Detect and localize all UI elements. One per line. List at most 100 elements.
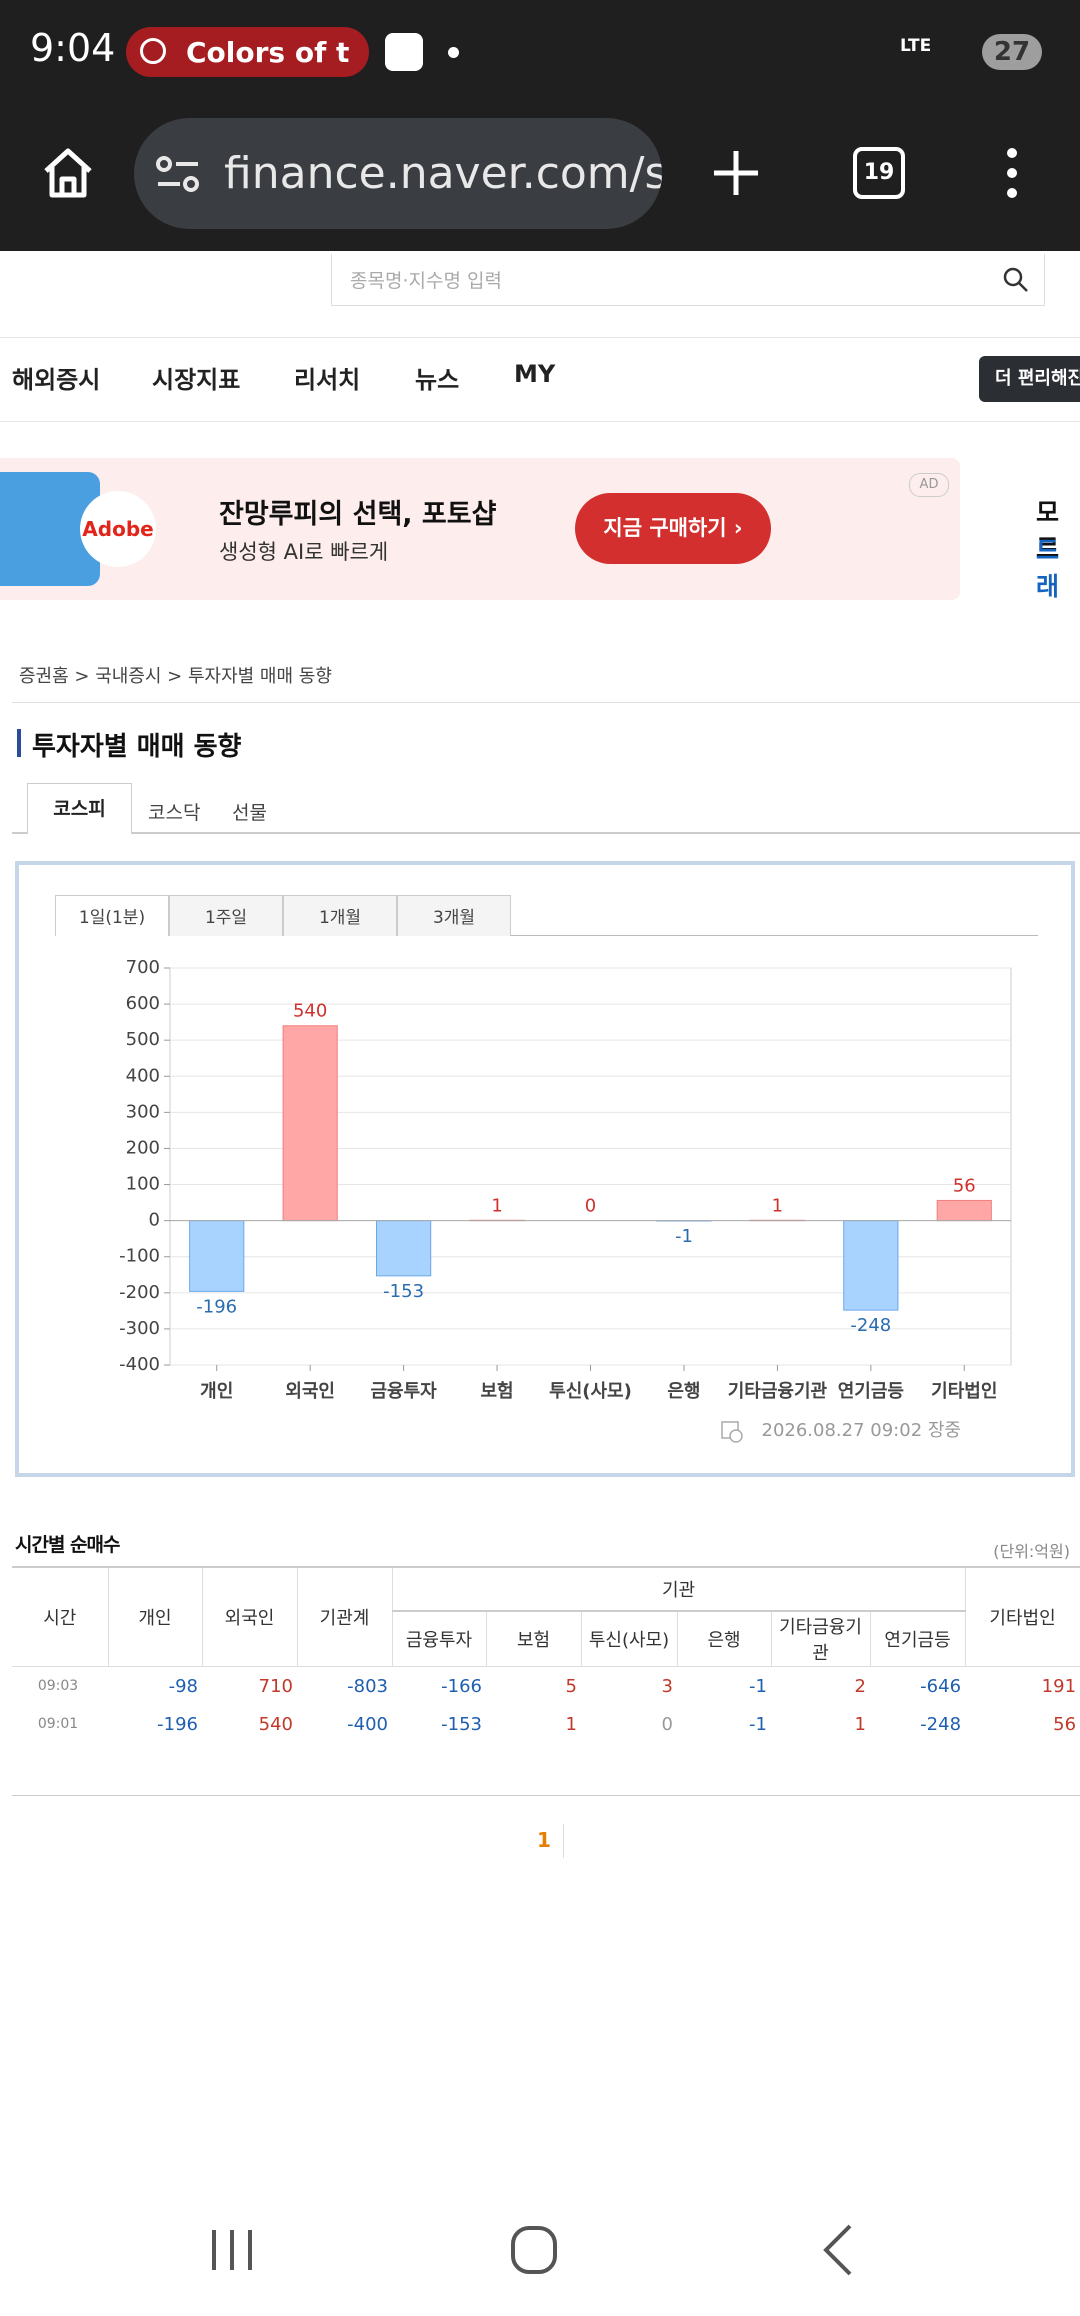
- system-and-browser-bar: 9:04 Colors of t LTE 27 finance.naver.co…: [0, 0, 1080, 251]
- page-heading: 투자자별 매매 동향: [32, 732, 242, 762]
- y-tick-label: 700: [126, 957, 160, 978]
- y-tick-label: -200: [119, 1282, 160, 1303]
- column-header: 시간: [12, 1566, 109, 1667]
- bar: [936, 1199, 992, 1222]
- column-subheader: 보험: [485, 1610, 582, 1667]
- divider: [0, 421, 1080, 422]
- nav-item[interactable]: 시장지표: [152, 366, 241, 394]
- data-label: -1: [675, 1226, 693, 1247]
- search-icon[interactable]: [1002, 266, 1030, 294]
- y-tick-label: 100: [126, 1174, 160, 1195]
- battery: 27: [982, 34, 1042, 70]
- value-cell: -803: [347, 1675, 388, 1697]
- value-cell: -166: [441, 1675, 482, 1697]
- nav-item[interactable]: MY: [514, 360, 556, 388]
- period-tab[interactable]: 1주일: [169, 895, 283, 936]
- ad-cta[interactable]: 지금 구매하기 ›: [575, 493, 771, 564]
- value-cell: -196: [157, 1713, 198, 1735]
- ad-subtitle: 생성형 AI로 빠르게: [219, 540, 389, 564]
- new-tab-icon[interactable]: [712, 149, 760, 197]
- bar: [282, 1025, 338, 1222]
- promo-button[interactable]: 더 편리해진: [979, 356, 1080, 402]
- y-tick-label: -300: [119, 1318, 160, 1339]
- column-subheader: 기타금융기관: [770, 1610, 871, 1667]
- table-bottom-line: [12, 1795, 1080, 1796]
- tab-baseline: [12, 832, 1080, 834]
- time-cell: 09:01: [37, 1716, 79, 1732]
- table-unit: (단위:억원): [993, 1542, 1070, 1561]
- table-row: 09:03 -98 710 -803 -166 5 3 -1 2 -646 191: [12, 1667, 1080, 1706]
- bar: [189, 1220, 245, 1292]
- value-cell: 1: [854, 1713, 866, 1735]
- data-label: -153: [383, 1281, 424, 1302]
- url-text: finance.naver.com/si: [224, 148, 662, 199]
- value-cell: 1: [565, 1713, 577, 1735]
- system-nav-bar: [212, 2224, 852, 2276]
- header-row: 시간 개인 외국인 기관계 기관 기타법인: [12, 1566, 1080, 1667]
- value-cell: 5: [565, 1675, 577, 1697]
- search-box[interactable]: 종목명·지수명 입력: [331, 254, 1045, 306]
- tab-count[interactable]: 19: [853, 147, 905, 199]
- ad-title: 잔망루피의 선택, 포토샵: [219, 499, 497, 530]
- time-cell: 09:03: [37, 1678, 79, 1694]
- x-tick-label: 개인: [200, 1381, 233, 1402]
- value-cell: 540: [258, 1713, 293, 1735]
- period-tab[interactable]: 3개월: [397, 895, 511, 936]
- market-tab-active[interactable]: 코스피: [27, 783, 132, 835]
- home-icon[interactable]: [40, 145, 96, 201]
- y-tick-label: -100: [119, 1246, 160, 1267]
- back-button[interactable]: [823, 2224, 852, 2276]
- ad-banner[interactable]: Adobe 잔망루피의 선택, 포토샵 생성형 AI로 빠르게 지금 구매하기 …: [0, 458, 960, 600]
- home-button[interactable]: [511, 2226, 557, 2274]
- value-cell: -646: [920, 1675, 962, 1697]
- x-tick-label: 금융투자: [370, 1381, 437, 1402]
- nav-item[interactable]: 뉴스: [415, 366, 460, 394]
- column-header: 기관계: [296, 1566, 393, 1667]
- divider: [0, 337, 1080, 338]
- value-cell: 3: [661, 1675, 673, 1697]
- data-label: 1: [772, 1195, 783, 1216]
- nav-item[interactable]: 리서치: [294, 366, 361, 394]
- column-header: 개인: [107, 1566, 203, 1667]
- period-tab-active[interactable]: 1일(1분): [55, 895, 169, 936]
- x-tick-label: 투신(사모): [549, 1381, 632, 1402]
- y-tick-label: 0: [149, 1210, 160, 1231]
- network-label: LTE: [900, 36, 932, 56]
- chart-panel: 1일(1분) 1주일 1개월 3개월 2026.08.27 09:02 장중 -…: [15, 861, 1075, 1477]
- breadcrumb: 증권홈 > 국내증시 > 투자자별 매매 동향: [19, 666, 332, 687]
- value-cell: -1: [749, 1713, 767, 1735]
- y-tick-label: 400: [126, 1065, 160, 1086]
- notification-dot: [448, 47, 459, 58]
- site-settings-icon: [156, 156, 199, 192]
- media-chip[interactable]: Colors of t: [126, 27, 369, 77]
- market-tab[interactable]: 선물: [232, 802, 267, 824]
- x-tick-label: 보험: [480, 1380, 513, 1402]
- y-tick-label: 200: [126, 1137, 160, 1158]
- data-label: 1: [491, 1195, 502, 1216]
- ad-badge: AD: [909, 473, 949, 497]
- period-tab-baseline: [55, 935, 1038, 936]
- chart-timestamp: 2026.08.27 09:02 장중: [762, 1420, 962, 1441]
- menu-icon[interactable]: [1002, 147, 1022, 199]
- table-row: 09:01 -196 540 -400 -153 1 0 -1 1 -248 56: [12, 1705, 1080, 1743]
- value-cell: 0: [661, 1713, 673, 1735]
- header-row: 금융투자 보험 투신(사모) 은행 기타금융기관 연기금등: [12, 1610, 1080, 1667]
- chart: 2026.08.27 09:02 장중 -400 -300 -200 -100 0 100…: [119, 957, 1012, 1443]
- pagination-divider: [563, 1824, 564, 1858]
- data-label: 540: [293, 1001, 327, 1022]
- value-cell: -153: [441, 1713, 482, 1735]
- app-icon: [385, 33, 423, 71]
- ad-brand: Adobe: [80, 491, 156, 567]
- media-icon: [140, 38, 166, 64]
- nav-item[interactable]: 해외증시: [12, 366, 101, 394]
- search-placeholder: 종목명·지수명 입력: [350, 270, 502, 292]
- value-cell: -1: [749, 1675, 767, 1697]
- market-tab[interactable]: 코스닥: [148, 802, 201, 824]
- page-number[interactable]: 1: [537, 1828, 551, 1852]
- period-tab[interactable]: 1개월: [283, 895, 397, 936]
- recents-button[interactable]: [212, 2230, 252, 2270]
- column-header: 기관: [391, 1566, 966, 1612]
- url-bar[interactable]: finance.naver.com/si: [134, 118, 662, 229]
- bar: [376, 1220, 432, 1277]
